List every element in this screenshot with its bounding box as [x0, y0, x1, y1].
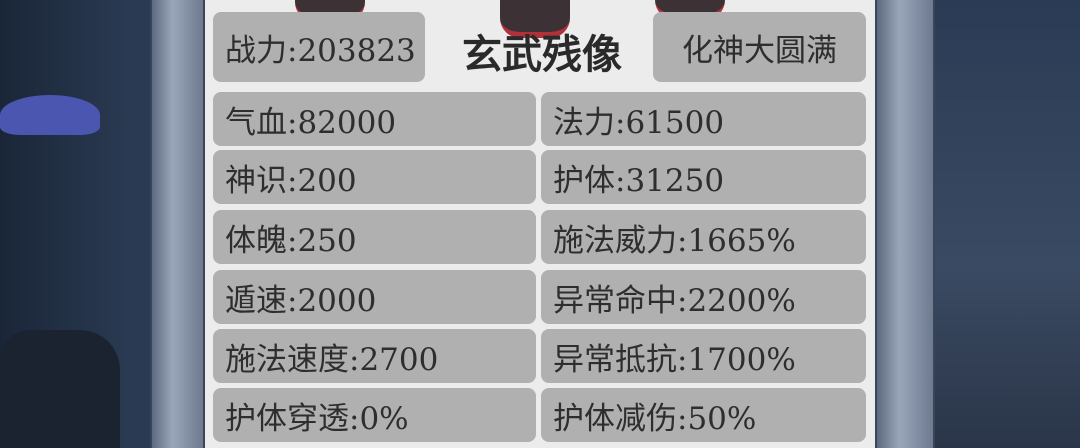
- stat-right: 护体:31250: [541, 150, 866, 204]
- stat-left: 神识:200: [213, 150, 536, 204]
- stat-left: 护体穿透:0%: [213, 388, 536, 442]
- background-right: [935, 0, 1080, 448]
- stat-left: 气血:82000: [213, 92, 536, 146]
- stat-left: 施法速度:2700: [213, 329, 536, 383]
- power-badge: 战力:203823: [213, 12, 425, 82]
- beast-claw-center: [500, 0, 570, 38]
- stat-left: 体魄:250: [213, 210, 536, 264]
- stat-right: 护体减伤:50%: [541, 388, 866, 442]
- mushroom-decoration: [0, 95, 100, 135]
- realm-badge: 化神大圆满: [653, 12, 866, 82]
- stat-right: 法力:61500: [541, 92, 866, 146]
- frame-right: [875, 0, 935, 448]
- stat-left: 遁速:2000: [213, 270, 536, 324]
- frame-left: [150, 0, 205, 448]
- stat-right: 异常命中:2200%: [541, 270, 866, 324]
- stat-right: 施法威力:1665%: [541, 210, 866, 264]
- rock-decoration: [0, 330, 120, 448]
- stat-right: 异常抵抗:1700%: [541, 329, 866, 383]
- boss-name: 玄武残像: [462, 31, 622, 78]
